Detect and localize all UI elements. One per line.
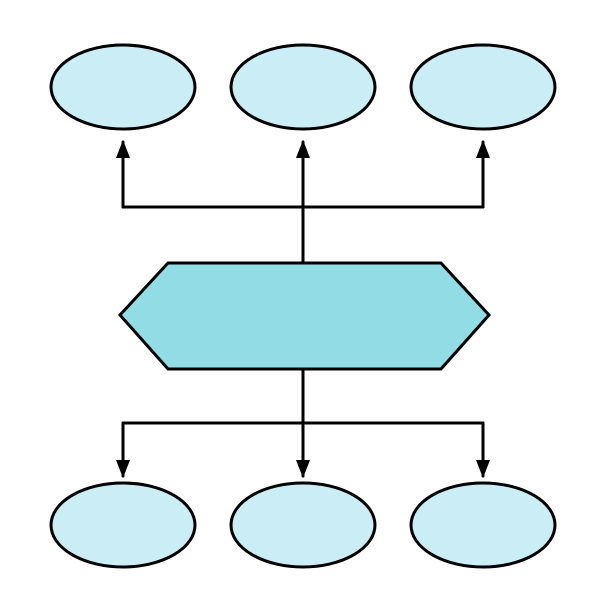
- flowchart-diagram: [0, 0, 600, 600]
- node-top3: [411, 45, 555, 129]
- node-top1: [51, 45, 195, 129]
- node-bot2: [231, 483, 375, 567]
- node-bot1: [51, 483, 195, 567]
- node-top2: [231, 45, 375, 129]
- node-center: [120, 263, 489, 369]
- flowchart-svg: [0, 0, 600, 600]
- node-bot3: [411, 483, 555, 567]
